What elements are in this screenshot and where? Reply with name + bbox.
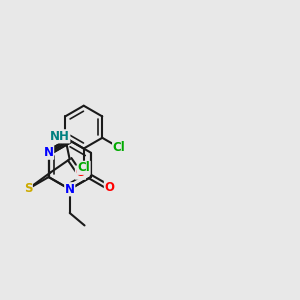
Text: Cl: Cl	[77, 161, 90, 174]
Text: O: O	[76, 166, 85, 179]
Text: Cl: Cl	[112, 141, 125, 154]
Text: O: O	[104, 181, 114, 194]
Text: NH: NH	[50, 130, 70, 143]
Text: N: N	[65, 183, 75, 196]
Text: N: N	[44, 146, 54, 159]
Text: S: S	[24, 182, 32, 195]
